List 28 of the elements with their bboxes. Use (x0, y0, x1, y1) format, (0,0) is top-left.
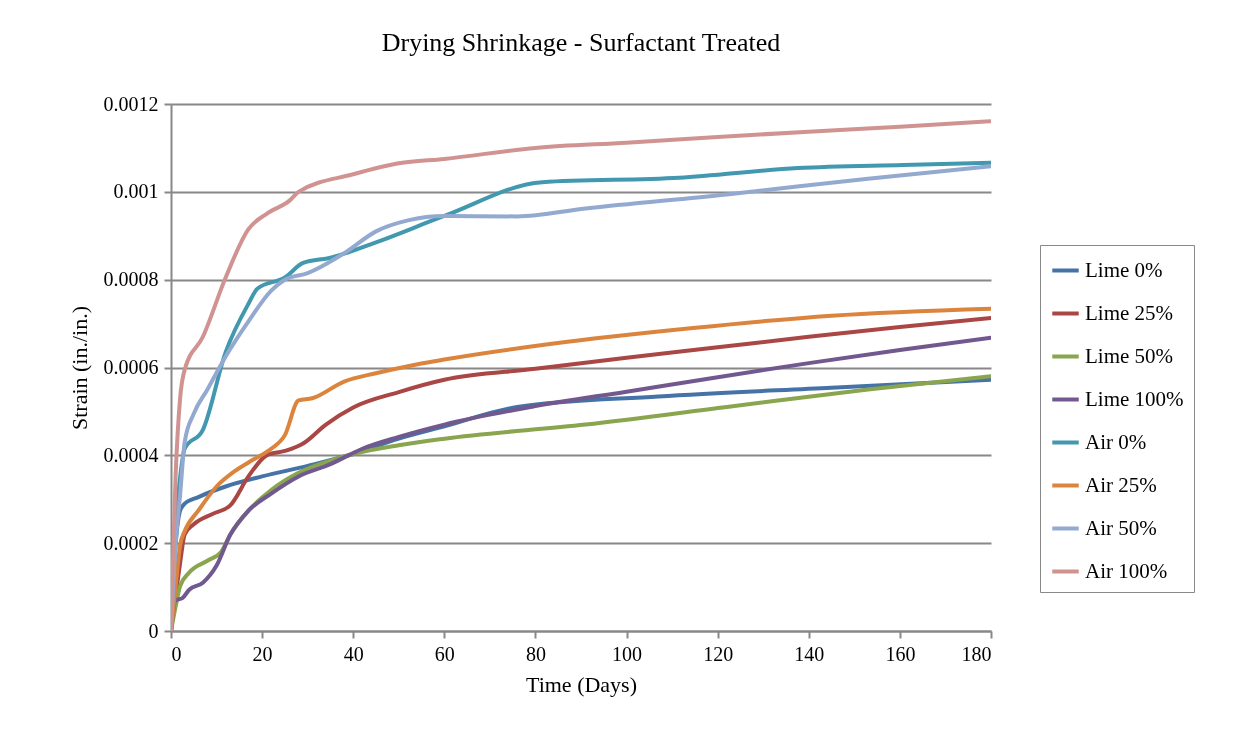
x-axis-title: Time (Days) (525, 671, 638, 697)
legend-label: Air 0% (1085, 429, 1147, 454)
x-tick-label: 20 (252, 642, 273, 665)
legend-label: Lime 0% (1085, 257, 1163, 282)
chart-title: Drying Shrinkage - Surfactant Treated (381, 28, 781, 57)
x-tick-label: 140 (794, 642, 825, 665)
x-tick-label: 180 (961, 642, 992, 665)
x-tick-label: 100 (612, 642, 643, 665)
x-tick-label: 160 (885, 642, 916, 665)
y-axis-title: Strain (in./in.) (66, 305, 92, 431)
legend-label: Lime 50% (1085, 343, 1174, 368)
y-tick-label: 0.0002 (103, 531, 159, 554)
y-tick-label: 0.0012 (103, 92, 159, 115)
x-tick-label: 40 (343, 642, 364, 665)
legend-label: Lime 25% (1085, 300, 1174, 325)
legend-label: Air 25% (1085, 472, 1157, 497)
y-tick-label: 0.0004 (103, 443, 159, 466)
x-tick-label: 60 (434, 642, 455, 665)
y-tick-label: 0.001 (113, 180, 159, 203)
x-tick-label: 0 (171, 642, 182, 665)
legend-label: Lime 100% (1085, 386, 1184, 411)
y-tick-label: 0.0006 (103, 356, 159, 378)
x-tick-label: 120 (703, 642, 734, 665)
y-tick-label: 0.0008 (103, 268, 159, 291)
legend-label: Air 100% (1085, 558, 1168, 583)
x-tick-label: 80 (525, 642, 546, 665)
y-tick-label: 0 (148, 619, 159, 642)
legend-label: Air 50% (1085, 515, 1157, 540)
